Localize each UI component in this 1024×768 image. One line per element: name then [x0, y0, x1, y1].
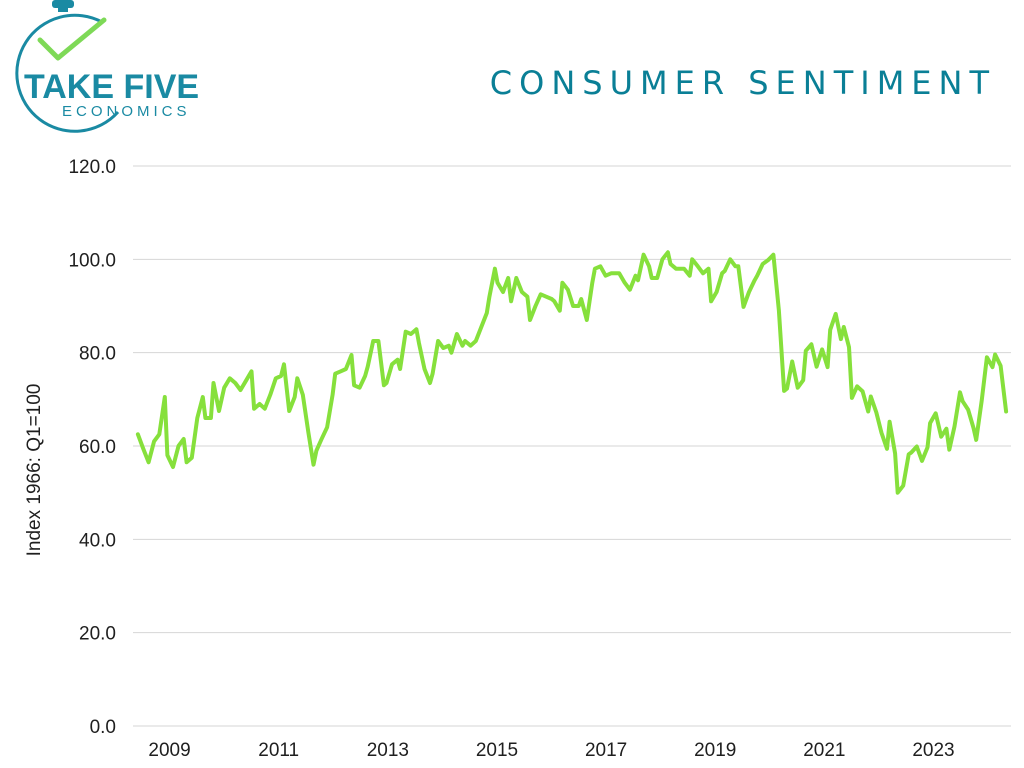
y-tick-label: 20.0: [79, 624, 116, 645]
x-tick-label: 2023: [912, 740, 954, 761]
y-tick-label: 100.0: [68, 250, 116, 271]
brand-name-line2: ECONOMICS: [62, 103, 191, 120]
logo-ring: [15, 13, 120, 133]
x-tick-label: 2017: [585, 740, 627, 761]
brand-name-line1: TAKE FIVE: [24, 68, 199, 106]
series-group: [135, 250, 1009, 495]
x-tick-label: 2019: [694, 740, 736, 761]
stopwatch-check-icon: [15, 0, 120, 133]
y-tick-label: 40.0: [79, 530, 116, 551]
y-tick-label: 60.0: [79, 437, 116, 458]
brand-logo: TAKE FIVE ECONOMICS: [15, 0, 199, 133]
x-axis-ticks: 2009 2011 2013 2015 2017 2019 2021 2023: [148, 740, 954, 761]
chart-title: CONSUMER SENTIMENT: [489, 64, 996, 102]
checkmark-icon: [37, 17, 107, 61]
x-tick-label: 2011: [258, 740, 299, 761]
y-tick-label: 0.0: [90, 717, 116, 738]
x-tick-label: 2015: [476, 740, 518, 761]
x-tick-label: 2009: [148, 740, 190, 761]
logo-crown: [52, 0, 74, 8]
y-tick-label: 80.0: [79, 344, 116, 365]
series-line-0: [135, 250, 1009, 495]
logo-stem: [58, 6, 68, 12]
y-tick-label: 120.0: [68, 157, 116, 178]
y-axis-title: Index 1966: Q1=100: [24, 384, 45, 557]
y-axis-ticks: 0.0 20.0 40.0 60.0 80.0 100.0 120.0: [68, 157, 116, 738]
x-tick-label: 2013: [367, 740, 409, 761]
x-tick-label: 2021: [803, 740, 845, 761]
gridlines: [133, 165, 1011, 727]
